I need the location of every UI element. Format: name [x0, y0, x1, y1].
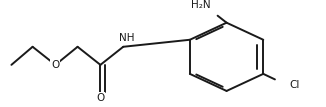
Text: Cl: Cl: [289, 80, 300, 90]
Text: H₂N: H₂N: [191, 0, 210, 10]
Text: NH: NH: [119, 33, 134, 43]
Text: O: O: [96, 93, 105, 103]
Text: O: O: [51, 60, 60, 70]
